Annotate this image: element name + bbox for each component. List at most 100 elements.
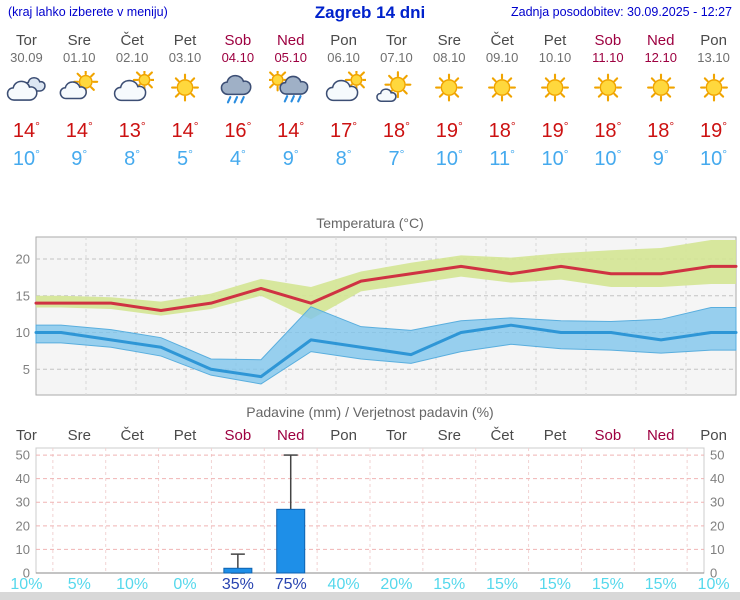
precipitation-chart: 0 0 10 10 20 20 30 30 40 40 50 50: [16, 447, 724, 579]
precip-probability: 15%: [644, 576, 677, 593]
forecast-day-name: Sob: [594, 32, 622, 49]
forecast-day-date: 12.10: [644, 50, 677, 65]
svg-text:10: 10: [16, 325, 30, 340]
precip-probability: 10%: [116, 576, 149, 593]
forecast-day-date: 01.10: [63, 50, 96, 65]
forecast-day-name: Čet: [490, 32, 514, 49]
precip-probability: 15%: [433, 576, 466, 593]
high-temp: 19°: [435, 119, 463, 142]
precip-bar: [223, 567, 253, 574]
forecast-day-column[interactable]: Pon 06.10 17° 8°: [317, 31, 370, 170]
min-range-band: [35, 306, 737, 385]
forecast-day-icon-cell: [634, 66, 687, 110]
precip-day-label: Pet: [173, 427, 197, 444]
precip-day-label: Čet: [490, 427, 514, 444]
forecast-day-column[interactable]: Sre 01.10 14° 9°: [53, 31, 106, 170]
precip-bar: [276, 508, 306, 574]
forecast-day-date: 02.10: [115, 50, 149, 65]
temperature-chart-title: Temperatura (°C): [316, 215, 424, 231]
high-temp: 19°: [700, 119, 728, 142]
forecast-day-date: 04.10: [221, 50, 255, 65]
last-updated: Zadnja posodobitev: 30.09.2025 - 12:27: [510, 5, 732, 19]
forecast-day-icon-cell: [264, 66, 317, 110]
low-temp: 10°: [594, 147, 622, 170]
min-temperature-line: [34, 323, 738, 379]
forecast-day-icon-cell: [476, 66, 529, 110]
forecast-day-icon-cell: [581, 66, 634, 110]
forecast-day-date: 07.10: [380, 50, 413, 65]
precip-day-label: Tor: [386, 427, 407, 444]
forecast-day-date: 09.10: [485, 50, 519, 65]
precip-day-label: Tor: [16, 427, 37, 444]
sunny-icon: [646, 73, 675, 102]
forecast-day-icon-cell: [159, 66, 212, 110]
precip-probability: 15%: [538, 576, 571, 593]
high-temp: 19°: [541, 119, 569, 142]
forecast-day-name: Pon: [330, 32, 357, 49]
svg-text:0: 0: [23, 566, 30, 579]
low-temp: 7°: [388, 147, 405, 170]
low-temp: 5°: [177, 147, 193, 170]
forecast-days-row: Tor 30.09 14° 10° Sre 01.10 14° 9° Čet 02.10 13° 8°…: [0, 31, 740, 170]
low-temp: 10°: [12, 147, 40, 170]
high-temp: 13°: [118, 119, 146, 142]
high-temp: 14°: [277, 119, 305, 142]
precip-day-label: Pon: [700, 427, 727, 444]
forecast-day-column[interactable]: Tor 30.09 14° 10°: [0, 31, 53, 170]
svg-text:50: 50: [16, 448, 30, 463]
low-temp: 8°: [335, 147, 352, 170]
max-temperature-line: [34, 264, 738, 312]
precip-probability: 15%: [486, 576, 519, 593]
forecast-day-column[interactable]: Pet 10.10 19° 10°: [529, 31, 582, 170]
rain-sun-icon: [268, 70, 309, 102]
forecast-day-name: Pon: [700, 32, 727, 49]
forecast-day-icon-cell: [687, 66, 740, 110]
mostly-cloudy-icon: [113, 70, 155, 101]
high-temp: 14°: [171, 119, 199, 142]
precip-probability: 5%: [67, 576, 91, 593]
precip-probability: 35%: [221, 576, 254, 593]
forecast-day-name: Sob: [224, 32, 252, 49]
location-menu-note: (kraj lahko izberete v meniju): [8, 5, 168, 19]
precip-day-label: Čet: [120, 427, 144, 444]
forecast-day-date: 05.10: [274, 50, 307, 65]
svg-text:30: 30: [16, 495, 30, 510]
forecast-day-name: Tor: [386, 32, 407, 49]
partly-sunny-icon: [376, 70, 412, 102]
low-temp: 10°: [435, 147, 463, 170]
low-temp: 10°: [700, 147, 728, 170]
precipitation-chart-title: Padavine (mm) / Verjetnost padavin (%): [246, 404, 494, 420]
precip-day-label: Sre: [67, 427, 91, 444]
svg-text:40: 40: [16, 471, 30, 486]
forecast-day-date: 03.10: [168, 50, 202, 65]
svg-text:5: 5: [23, 362, 30, 377]
precip-probability: 20%: [380, 576, 413, 593]
forecast-day-column[interactable]: Sre 08.10 19° 10°: [423, 31, 476, 170]
forecast-day-column[interactable]: Tor 07.10 18° 7°: [370, 31, 423, 170]
partly-cloudy-icon: [59, 70, 99, 99]
forecast-day-column[interactable]: Pon 13.10 19° 10°: [687, 31, 740, 170]
forecast-day-icon-cell: [53, 66, 106, 110]
sunny-icon: [541, 73, 569, 102]
precip-probability: 10%: [10, 576, 43, 593]
svg-text:30: 30: [710, 495, 724, 510]
high-temp: 18°: [382, 119, 410, 142]
bottom-scrollbar-track[interactable]: [0, 592, 740, 600]
high-temp: 18°: [647, 119, 675, 142]
svg-text:50: 50: [710, 448, 724, 463]
forecast-day-column[interactable]: Sob 04.10 16° 4°: [211, 31, 264, 170]
forecast-day-name: Pet: [173, 32, 197, 49]
forecast-day-name: Ned: [276, 32, 305, 49]
low-temp: 10°: [541, 147, 569, 170]
forecast-day-icon-cell: [106, 66, 159, 110]
forecast-day-column[interactable]: Ned 05.10 14° 9°: [264, 31, 317, 170]
forecast-day-column[interactable]: Ned 12.10 18° 9°: [634, 31, 687, 170]
forecast-day-column[interactable]: Sob 11.10 18° 10°: [581, 31, 634, 170]
precip-day-label: Ned: [276, 427, 305, 444]
precip-probability: 0%: [173, 576, 197, 593]
forecast-day-column[interactable]: Pet 03.10 14° 5°: [159, 31, 212, 170]
forecast-day-column[interactable]: Čet 02.10 13° 8°: [106, 31, 159, 170]
rain-icon: [220, 74, 252, 103]
forecast-day-column[interactable]: Čet 09.10 18° 11°: [476, 31, 529, 170]
